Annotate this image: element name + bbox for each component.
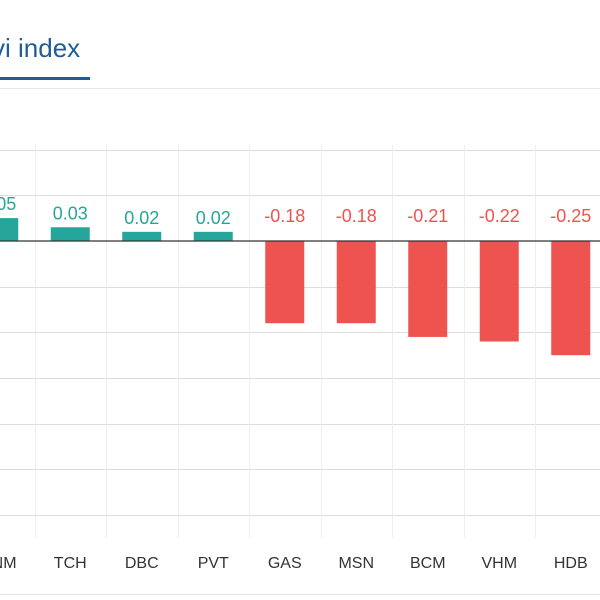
tab-index[interactable]: vi index bbox=[0, 33, 81, 63]
tick-label-pvt: PVT bbox=[198, 555, 229, 572]
bar-dbc bbox=[122, 231, 162, 241]
data-label-bcm: -0.21 bbox=[407, 206, 448, 226]
bar-vnm bbox=[0, 218, 19, 241]
bottom-divider bbox=[0, 594, 600, 595]
bar-gas bbox=[265, 240, 305, 324]
tick-label-vnm: VNM bbox=[0, 555, 17, 572]
tab-bar: vi index bbox=[0, 0, 600, 92]
tab-active-underline bbox=[0, 77, 90, 80]
data-label-vnm: 0.05 bbox=[0, 194, 16, 214]
bar-tch bbox=[50, 227, 90, 241]
data-label-hdb: -0.25 bbox=[550, 206, 591, 226]
tick-label-gas: GAS bbox=[268, 555, 302, 572]
data-label-pvt: 0.02 bbox=[196, 208, 231, 228]
bar-vhm bbox=[479, 240, 519, 342]
data-label-gas: -0.18 bbox=[264, 206, 305, 226]
data-label-dbc: 0.02 bbox=[124, 208, 159, 228]
tick-label-bcm: BCM bbox=[410, 555, 446, 572]
bar-msn bbox=[336, 240, 376, 324]
data-label-vhm: -0.22 bbox=[479, 206, 520, 226]
tick-label-hdb: HDB bbox=[554, 555, 588, 572]
bar-pvt bbox=[193, 231, 233, 241]
tick-label-dbc: DBC bbox=[125, 555, 159, 572]
data-label-tch: 0.03 bbox=[53, 203, 88, 223]
bar-bcm bbox=[408, 240, 448, 337]
tick-label-tch: TCH bbox=[54, 555, 87, 572]
tick-label-vhm: VHM bbox=[481, 555, 517, 572]
tick-label-msn: MSN bbox=[338, 555, 374, 572]
data-label-msn: -0.18 bbox=[336, 206, 377, 226]
bar-hdb bbox=[551, 240, 591, 356]
tab-divider bbox=[0, 88, 600, 89]
